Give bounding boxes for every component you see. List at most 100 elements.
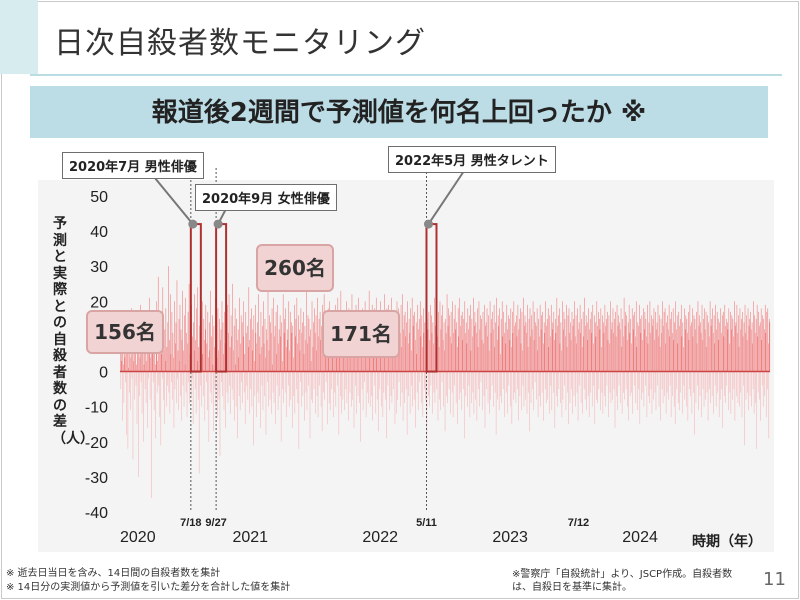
bar bbox=[285, 346, 287, 372]
bar bbox=[268, 350, 270, 372]
bar bbox=[757, 336, 758, 372]
bar bbox=[490, 332, 492, 372]
bar bbox=[142, 350, 143, 372]
bar bbox=[225, 371, 226, 428]
bar bbox=[608, 315, 610, 372]
bar bbox=[294, 304, 295, 372]
bar bbox=[253, 371, 254, 446]
bar bbox=[291, 371, 293, 428]
bar bbox=[474, 311, 476, 372]
bar bbox=[503, 332, 505, 372]
bar bbox=[457, 308, 459, 372]
bar bbox=[455, 329, 456, 372]
bar bbox=[264, 318, 266, 372]
bar bbox=[212, 364, 214, 372]
bar bbox=[137, 339, 138, 372]
bar bbox=[350, 357, 352, 372]
bar bbox=[293, 357, 294, 372]
bar bbox=[570, 322, 571, 372]
bar bbox=[549, 336, 551, 372]
bar bbox=[484, 371, 486, 428]
bar bbox=[298, 371, 300, 449]
bar bbox=[168, 266, 169, 372]
bar bbox=[450, 311, 452, 372]
bar bbox=[594, 371, 596, 425]
bar bbox=[504, 322, 506, 372]
bar bbox=[446, 371, 447, 397]
bar bbox=[218, 350, 219, 372]
bar bbox=[280, 336, 281, 372]
bar bbox=[468, 329, 469, 372]
bar bbox=[519, 318, 520, 372]
bar bbox=[498, 371, 500, 411]
bar bbox=[188, 283, 190, 372]
bar bbox=[364, 371, 365, 383]
bar bbox=[715, 304, 716, 372]
bar bbox=[632, 329, 634, 372]
bar bbox=[181, 339, 183, 372]
bar bbox=[702, 339, 703, 372]
bar bbox=[740, 371, 741, 393]
bar bbox=[559, 343, 561, 372]
bar bbox=[474, 325, 475, 372]
bar bbox=[538, 336, 540, 372]
bar bbox=[278, 343, 279, 372]
bar bbox=[548, 371, 550, 414]
bar bbox=[413, 371, 415, 400]
bar bbox=[288, 301, 290, 372]
bar bbox=[158, 343, 160, 372]
bar bbox=[154, 346, 155, 372]
bar bbox=[573, 371, 575, 397]
callout-dot bbox=[188, 219, 198, 229]
bar bbox=[723, 336, 725, 372]
badge-171: 171名 bbox=[322, 310, 400, 358]
bar bbox=[143, 371, 144, 442]
bar bbox=[747, 308, 749, 372]
bar bbox=[488, 350, 490, 372]
bar bbox=[389, 371, 390, 411]
bar bbox=[195, 371, 197, 414]
bar bbox=[581, 346, 583, 372]
bar bbox=[564, 371, 565, 386]
bar bbox=[387, 371, 389, 386]
bar bbox=[767, 343, 769, 372]
bar bbox=[691, 322, 692, 372]
bar bbox=[739, 371, 740, 407]
bar bbox=[341, 371, 342, 414]
bar bbox=[601, 346, 602, 372]
bar bbox=[743, 371, 744, 386]
bar bbox=[253, 315, 255, 372]
bar bbox=[137, 354, 139, 372]
bar bbox=[292, 325, 294, 372]
bar bbox=[127, 371, 129, 449]
bar bbox=[599, 318, 600, 372]
bar bbox=[764, 304, 766, 372]
bar bbox=[522, 350, 523, 372]
bar bbox=[548, 346, 550, 372]
bar bbox=[182, 371, 184, 386]
bar bbox=[708, 336, 710, 372]
bar bbox=[577, 371, 579, 421]
bar bbox=[380, 350, 382, 372]
bar bbox=[534, 311, 535, 372]
bar bbox=[139, 357, 141, 372]
bar bbox=[644, 329, 645, 372]
bar bbox=[316, 371, 318, 397]
bar bbox=[695, 329, 696, 372]
bar bbox=[237, 371, 238, 439]
bar bbox=[174, 301, 175, 372]
bar bbox=[620, 371, 621, 404]
bar bbox=[281, 322, 282, 372]
bar bbox=[656, 329, 657, 372]
bar bbox=[289, 311, 291, 372]
bar bbox=[516, 336, 518, 372]
bar bbox=[501, 301, 503, 372]
bar bbox=[604, 304, 606, 372]
x-year-label: 2022 bbox=[362, 529, 398, 546]
bar bbox=[270, 322, 271, 372]
bar bbox=[753, 301, 754, 372]
bar bbox=[191, 371, 193, 379]
bar bbox=[289, 350, 291, 372]
bar bbox=[654, 371, 656, 393]
bar bbox=[230, 371, 231, 414]
